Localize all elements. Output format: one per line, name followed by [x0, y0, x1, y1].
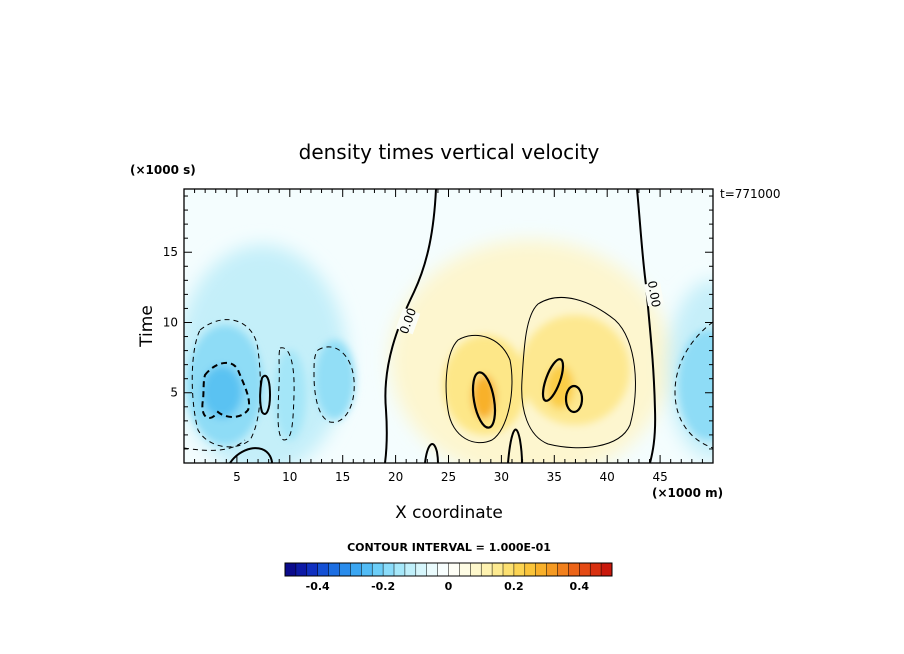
contour-negative-band-2	[313, 346, 355, 423]
zero-contour-right	[636, 189, 657, 463]
contour-positive-lobe-right	[521, 297, 636, 449]
contour-zero-small-bottom-right	[507, 428, 523, 463]
colorbar-frame	[284, 562, 613, 577]
colorbar-tick-label: -0.4	[306, 580, 330, 593]
colorbar-swatch	[306, 563, 319, 576]
colorbar-swatch	[383, 563, 395, 576]
y-axis-label: Time	[137, 305, 157, 348]
colorbar-tick-label: 0.2	[504, 580, 524, 593]
y-tick-label: 10	[163, 315, 178, 329]
x-tick-label: 10	[282, 470, 297, 484]
colorbar-swatch	[295, 563, 308, 576]
x-tick-label: 15	[335, 470, 350, 484]
colorbar-swatch	[394, 563, 406, 576]
colorbar-swatch	[437, 563, 449, 576]
x-unit-label: (×1000 m)	[652, 486, 723, 500]
y-tick-label: 15	[163, 245, 178, 259]
contour-label-zero-right: 0.00	[645, 280, 663, 309]
contour-negative-right	[674, 321, 713, 449]
colorbar-swatch	[590, 563, 602, 576]
contour-positive-core-right-upper	[541, 358, 565, 402]
x-axis-ticks: 5 10 15 20 25 30 35 40 45	[194, 189, 703, 484]
x-tick-label: 5	[233, 470, 241, 484]
colorbar-swatch	[339, 563, 351, 576]
contour-negative-band-1	[277, 347, 295, 441]
colorbar-swatch	[535, 563, 547, 576]
contour-positive-lobe-left	[445, 334, 513, 444]
field-blob-positive-mid-right	[520, 315, 630, 425]
y-tick-label: 5	[170, 386, 178, 400]
x-tick-label: 40	[600, 470, 615, 484]
colorbar-swatch	[481, 563, 493, 576]
field-blob-negative-right-core	[678, 330, 713, 440]
colorbar-swatch	[568, 563, 580, 576]
contour-interval-label: CONTOUR INTERVAL = 1.000E-01	[347, 541, 551, 554]
colorbar-swatch	[448, 563, 460, 576]
contour-zero-small-left	[259, 374, 272, 415]
colorbar-swatch	[404, 563, 417, 576]
x-tick-label: 25	[441, 470, 456, 484]
field-blob-negative-band-1	[274, 350, 306, 440]
contour-lines	[184, 189, 713, 463]
colorbar-swatch	[503, 563, 515, 576]
colorbar-swatch	[492, 563, 504, 576]
colorbar-swatch	[415, 563, 428, 576]
colorbar-swatch	[546, 563, 558, 576]
colorbar-tick-label: 0.4	[570, 580, 590, 593]
colorbar-swatch	[601, 563, 613, 576]
colorbar-swatch	[513, 563, 526, 576]
colorbar-swatch	[361, 563, 373, 576]
colorbar-swatch	[317, 563, 329, 576]
zero-contour-left	[384, 189, 437, 463]
colorbar-tick-label: -0.2	[371, 580, 395, 593]
field-blob-positive-core-left	[472, 375, 496, 419]
contour-zero-small-bottom	[229, 447, 273, 463]
y-axis-ticks: 5 10 15	[163, 195, 713, 450]
colorbar: -0.4 -0.2 0 0.2 0.4	[284, 562, 613, 593]
colorbar-swatch	[426, 563, 438, 576]
contour-positive-core-right-lower	[564, 384, 584, 414]
colorbar-swatch	[470, 563, 482, 576]
colorbar-swatch	[285, 563, 297, 576]
field-blob-negative-band-2	[315, 340, 355, 420]
x-axis-label: X coordinate	[395, 503, 503, 523]
timestamp-label: t=771000	[720, 187, 781, 201]
heatmap-field: 0.00 0.00	[184, 189, 713, 463]
x-tick-label: 35	[547, 470, 562, 484]
colorbar-swatch	[524, 563, 537, 576]
colorbar-swatch	[328, 563, 340, 576]
x-tick-label: 30	[494, 470, 509, 484]
x-tick-label: 45	[652, 470, 667, 484]
colorbar-swatch	[459, 563, 471, 576]
chart-title: density times vertical velocity	[299, 140, 600, 164]
colorbar-swatch	[557, 563, 569, 576]
y-unit-label: (×1000 s)	[130, 163, 196, 177]
colorbar-swatch	[350, 563, 362, 576]
colorbar-tick-label: 0	[445, 580, 453, 593]
x-tick-label: 20	[388, 470, 403, 484]
contour-negative-low-left	[184, 439, 246, 451]
field-blob-negative-core	[202, 366, 242, 418]
colorbar-swatch	[579, 563, 591, 576]
contour-positive-core-left	[471, 371, 497, 429]
colorbar-swatch	[372, 563, 384, 576]
